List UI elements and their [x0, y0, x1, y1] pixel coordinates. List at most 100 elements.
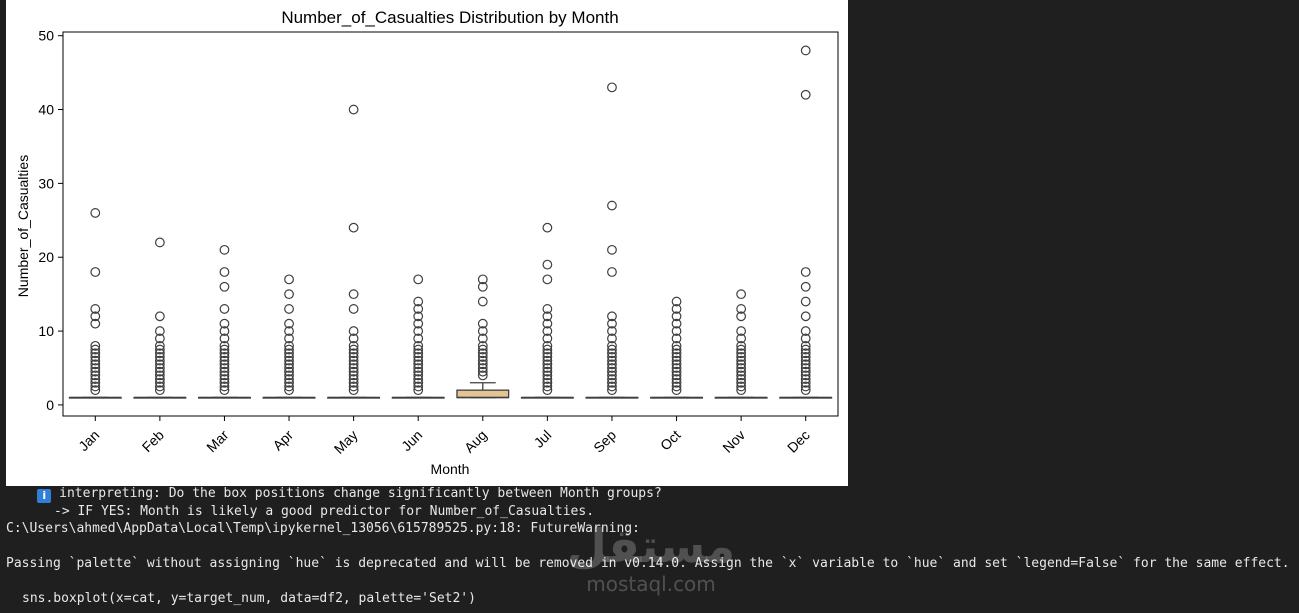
outlier-point	[477, 296, 488, 307]
outlier-point	[90, 344, 101, 355]
outlier-point	[219, 385, 230, 396]
outlier-point	[413, 304, 424, 314]
box-aug	[456, 274, 510, 399]
outlier-point	[413, 326, 424, 336]
outlier-point	[219, 333, 230, 344]
outlier-point	[348, 104, 359, 115]
outlier-point	[348, 377, 359, 388]
outlier-point	[671, 370, 682, 381]
outlier-point	[542, 348, 553, 359]
outlier-point	[671, 366, 682, 377]
outlier-point	[284, 377, 294, 388]
outlier-point	[154, 377, 165, 388]
outlier-point	[413, 344, 424, 355]
outlier-point	[284, 274, 294, 285]
outlier-point	[671, 385, 682, 396]
outlier-point	[671, 352, 682, 362]
outlier-point	[284, 333, 294, 344]
box-may	[327, 104, 381, 399]
outlier-point	[348, 348, 359, 359]
y-tick-label: 30	[38, 175, 54, 191]
outlier-point	[477, 344, 488, 355]
outlier-point	[671, 359, 682, 370]
outlier-point	[800, 352, 811, 362]
outlier-point	[477, 370, 488, 381]
outlier-point	[542, 370, 553, 381]
outlier-point	[284, 366, 294, 377]
outlier-point	[348, 340, 359, 351]
info-output-line: i interpreting: Do the box positions cha…	[6, 486, 662, 503]
outlier-point	[219, 344, 230, 355]
outlier-point	[90, 381, 101, 392]
outlier-point	[219, 267, 230, 277]
outlier-point	[154, 381, 165, 392]
outlier-point	[284, 304, 294, 314]
outlier-point	[736, 289, 747, 300]
outlier-point	[348, 355, 359, 366]
x-axis-label: Month	[431, 461, 470, 477]
outlier-point	[542, 274, 553, 285]
outlier-point	[154, 333, 165, 344]
outlier-point	[800, 370, 811, 381]
outlier-point	[736, 381, 747, 392]
outlier-point	[90, 385, 101, 396]
box-jan	[68, 208, 122, 399]
outlier-point	[154, 374, 165, 384]
outlier-point	[477, 281, 488, 292]
outlier-point	[607, 381, 617, 392]
outlier-point	[800, 344, 811, 355]
box-jul	[520, 222, 574, 399]
y-tick-label: 0	[46, 397, 54, 413]
outlier-point	[736, 348, 747, 359]
outlier-point	[736, 344, 747, 355]
outlier-point	[736, 333, 747, 344]
outlier-point	[413, 366, 424, 377]
outlier-point	[477, 359, 488, 370]
outlier-point	[542, 374, 553, 384]
outlier-point	[477, 355, 488, 366]
outlier-point	[736, 374, 747, 384]
outlier-point	[413, 370, 424, 381]
outlier-point	[542, 352, 553, 362]
outlier-point	[154, 344, 165, 355]
yes-output-line: -> IF YES: Month is likely a good predic…	[54, 504, 595, 519]
outlier-point	[671, 374, 682, 384]
outlier-point	[90, 355, 101, 366]
outlier-point	[542, 304, 553, 314]
outlier-point	[284, 374, 294, 384]
outlier-point	[348, 370, 359, 381]
outlier-point	[800, 326, 811, 336]
outlier-point	[154, 355, 165, 366]
outlier-point	[542, 377, 553, 388]
outlier-point	[90, 267, 101, 277]
outlier-point	[736, 377, 747, 388]
outlier-point	[284, 359, 294, 370]
outlier-point	[800, 366, 811, 377]
outlier-point	[284, 363, 294, 373]
outlier-point	[800, 355, 811, 366]
outlier-point	[800, 340, 811, 351]
outlier-point	[671, 296, 682, 307]
box-mar	[197, 244, 251, 399]
outlier-point	[284, 385, 294, 396]
outlier-point	[542, 359, 553, 370]
outlier-point	[671, 381, 682, 392]
outlier-point	[90, 311, 101, 322]
outlier-point	[219, 377, 230, 388]
outlier-point	[348, 385, 359, 396]
y-tick-label: 20	[38, 249, 54, 265]
outlier-point	[284, 381, 294, 392]
outlier-point	[348, 366, 359, 377]
outlier-point	[800, 377, 811, 388]
outlier-point	[154, 237, 165, 248]
outlier-point	[219, 340, 230, 351]
outlier-point	[219, 352, 230, 362]
outlier-point	[413, 381, 424, 392]
outlier-point	[284, 318, 294, 329]
outlier-point	[154, 370, 165, 381]
outlier-point	[413, 355, 424, 366]
x-tick-label: Dec	[784, 427, 813, 456]
outlier-point	[671, 333, 682, 344]
outlier-point	[284, 348, 294, 359]
outlier-point	[219, 359, 230, 370]
